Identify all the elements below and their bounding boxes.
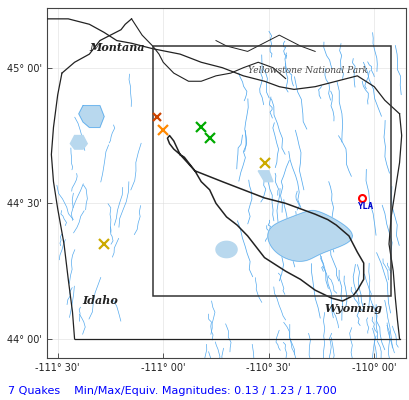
Text: 7 Quakes    Min/Max/Equiv. Magnitudes: 0.13 / 1.23 / 1.700: 7 Quakes Min/Max/Equiv. Magnitudes: 0.13… bbox=[8, 386, 336, 396]
Bar bbox=[152, 46, 390, 296]
Polygon shape bbox=[267, 210, 351, 261]
Text: Yellowstone National Park: Yellowstone National Park bbox=[247, 66, 366, 75]
Polygon shape bbox=[70, 136, 87, 149]
Text: Montana: Montana bbox=[89, 42, 144, 54]
Polygon shape bbox=[258, 171, 272, 182]
Text: Wyoming: Wyoming bbox=[324, 303, 381, 314]
Text: Idaho: Idaho bbox=[82, 295, 117, 306]
Text: YLA: YLA bbox=[357, 202, 373, 211]
Polygon shape bbox=[79, 106, 104, 127]
Polygon shape bbox=[216, 241, 236, 258]
